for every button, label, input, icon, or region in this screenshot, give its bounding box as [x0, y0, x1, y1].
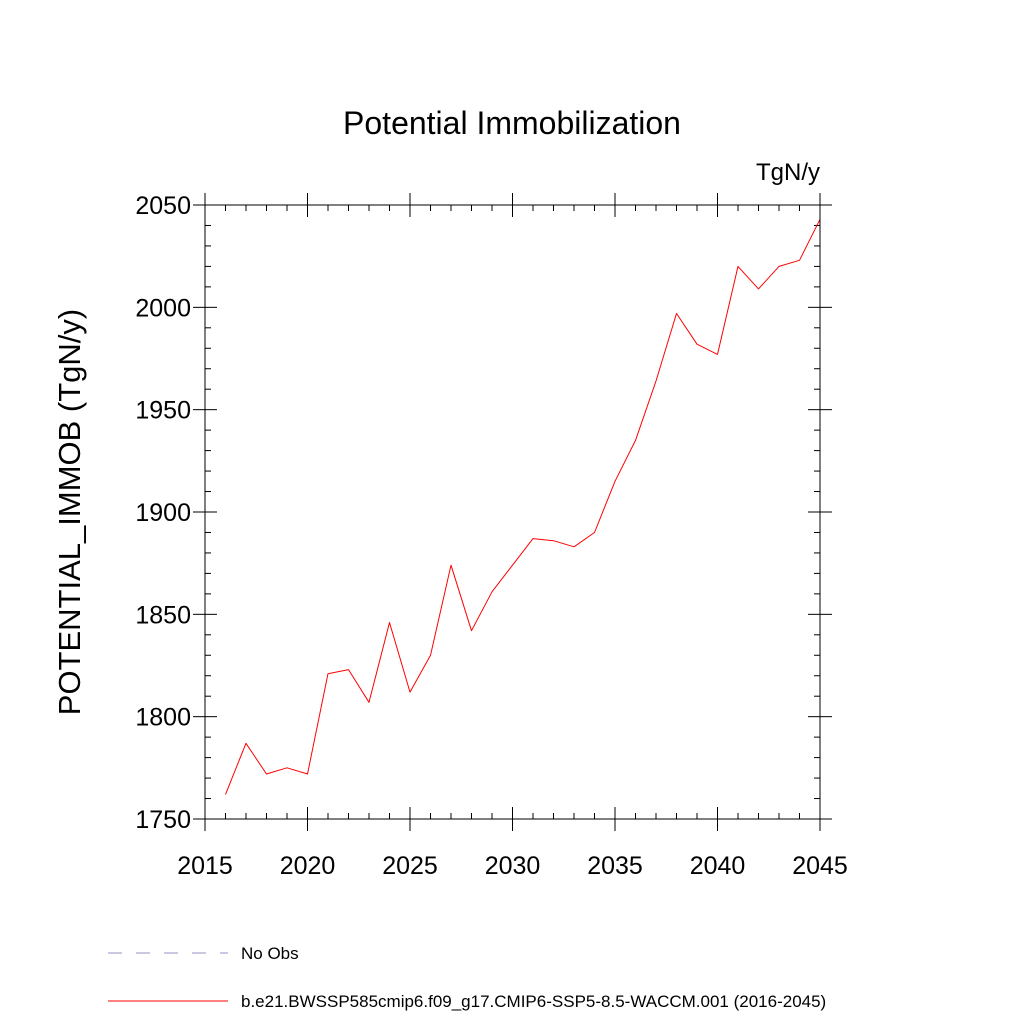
y-tick-label: 1750 — [135, 806, 191, 834]
series-layer — [225, 219, 821, 795]
plot-frame — [204, 204, 821, 820]
y-tick-label: 2000 — [135, 294, 191, 322]
legend-label-obs: No Obs — [241, 944, 299, 963]
x-tick-label: 2025 — [382, 852, 438, 880]
y-tick-label: 2050 — [135, 192, 191, 220]
x-tick-label: 2020 — [280, 852, 336, 880]
y-tick-label: 1800 — [135, 704, 191, 732]
x-tick-label: 2015 — [177, 852, 233, 880]
y-tick-label: 1900 — [135, 499, 191, 527]
legend-label-model: b.e21.BWSSP585cmip6.f09_g17.CMIP6-SSP5-8… — [241, 992, 826, 1011]
x-tick-label: 2040 — [690, 852, 746, 880]
x-tick-label: 2045 — [792, 852, 848, 880]
y-tick-label: 1850 — [135, 601, 191, 629]
series-line — [225, 219, 821, 795]
x-tick-label: 2035 — [587, 852, 643, 880]
axis-ticks — [193, 193, 832, 831]
legend: b.e21.BWSSP585cmip6.f09_g17.CMIP6-SSP5-8… — [108, 944, 826, 1011]
tick-labels: 2015 2020 2025 2030 2035 2040 2045 1750 1800 1850… — [135, 192, 847, 880]
x-tick-label: 2030 — [485, 852, 541, 880]
chart-title: Potential Immobilization — [343, 105, 681, 141]
y-axis-label: POTENTIAL_IMMOB (TgN/y) — [52, 309, 87, 715]
y-tick-label: 1950 — [135, 397, 191, 425]
units-label: TgN/y — [756, 159, 820, 186]
